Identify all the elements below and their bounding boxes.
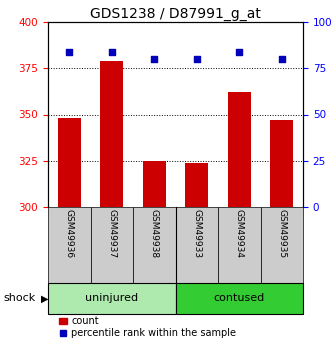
Text: GSM49938: GSM49938 bbox=[150, 209, 159, 258]
Text: GSM49933: GSM49933 bbox=[192, 209, 201, 258]
Text: shock: shock bbox=[3, 294, 35, 303]
Bar bbox=[218, 207, 260, 283]
Title: GDS1238 / D87991_g_at: GDS1238 / D87991_g_at bbox=[90, 7, 261, 21]
Point bbox=[152, 56, 157, 62]
Bar bbox=[48, 207, 90, 283]
Text: GSM49935: GSM49935 bbox=[277, 209, 286, 258]
Text: GSM49937: GSM49937 bbox=[107, 209, 116, 258]
Text: contused: contused bbox=[213, 294, 265, 303]
Bar bbox=[48, 283, 175, 314]
Text: GSM49936: GSM49936 bbox=[65, 209, 74, 258]
Legend: count, percentile rank within the sample: count, percentile rank within the sample bbox=[60, 316, 236, 338]
Bar bbox=[260, 207, 303, 283]
Bar bbox=[58, 118, 81, 207]
Bar bbox=[228, 92, 251, 207]
Point bbox=[67, 49, 72, 55]
Point bbox=[279, 56, 284, 62]
Text: uninjured: uninjured bbox=[85, 294, 138, 303]
Bar bbox=[270, 120, 294, 207]
Bar bbox=[90, 207, 133, 283]
Point bbox=[237, 49, 242, 55]
Text: ▶: ▶ bbox=[41, 294, 49, 303]
Bar bbox=[185, 162, 209, 207]
Bar bbox=[175, 207, 218, 283]
Point bbox=[194, 56, 199, 62]
Bar bbox=[133, 207, 175, 283]
Bar bbox=[100, 61, 123, 207]
Bar bbox=[143, 161, 166, 207]
Point bbox=[109, 49, 115, 55]
Text: GSM49934: GSM49934 bbox=[235, 209, 244, 258]
Bar bbox=[175, 283, 303, 314]
